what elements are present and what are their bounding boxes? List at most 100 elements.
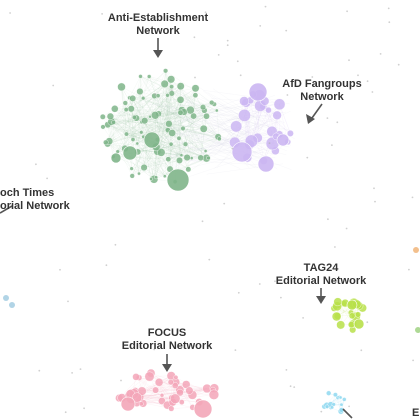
anti-edge (148, 76, 180, 161)
anti-edge (167, 110, 205, 131)
anti-edge (143, 110, 183, 168)
bridge-edge (177, 159, 268, 166)
isolate-node (264, 5, 267, 8)
anti-edge (148, 76, 180, 139)
anti-edge (170, 95, 196, 145)
anti-edge (112, 156, 169, 160)
isolate-node (201, 220, 204, 223)
isolate-node (286, 94, 289, 96)
anti-edge (139, 91, 180, 161)
arrowhead-focus (162, 364, 172, 372)
anti-node (179, 153, 184, 157)
isolate-node (223, 202, 226, 205)
isolate-node (217, 54, 220, 56)
isolate-node (320, 410, 323, 413)
bridge-edge (174, 92, 274, 156)
isolate-node (302, 317, 304, 319)
isolate-node (226, 39, 229, 42)
anti-edge (144, 111, 184, 121)
focus-edge (150, 372, 181, 393)
anti-edge (126, 129, 168, 135)
anti-node (111, 120, 116, 125)
anti-edge (143, 88, 196, 168)
isolate-node (285, 369, 288, 371)
anti-edge (154, 95, 162, 153)
anti-edge (155, 152, 162, 178)
focus-edge (150, 372, 181, 393)
anti-edge (107, 124, 172, 145)
anti-edge (110, 116, 171, 170)
anti-edge (140, 76, 191, 111)
anti-edge (185, 116, 194, 145)
anti-edge (155, 128, 204, 178)
anti-edge (182, 128, 220, 140)
anti-edge (168, 138, 220, 160)
anti-node (176, 96, 185, 104)
anti-edge (153, 70, 166, 180)
anti-edge (131, 86, 172, 177)
anti-node (129, 173, 135, 179)
anti-edge (178, 115, 194, 139)
bridge-edge (171, 121, 279, 159)
isolate-node (71, 372, 73, 374)
anti-edge (141, 115, 194, 123)
anti-edge (143, 88, 196, 168)
arrow-edge-e (342, 408, 353, 419)
anti-edge (151, 157, 207, 180)
arrowhead-tag24 (316, 296, 326, 304)
focus-edge (135, 390, 214, 395)
anti-edge (168, 123, 220, 140)
fragment-node (415, 327, 420, 333)
anti-edge (140, 76, 181, 87)
anti-edge (168, 111, 185, 160)
anti-edge (185, 138, 220, 145)
anti-edge (102, 111, 184, 118)
anti-edge (110, 116, 142, 133)
anti-edge (107, 143, 188, 158)
tag-node (347, 321, 355, 329)
bridge-edge (209, 126, 258, 148)
anti-edge (141, 93, 172, 123)
isolate-node (373, 187, 375, 190)
isolate-node (259, 25, 262, 27)
anti-edge (157, 139, 207, 159)
hub-node (231, 141, 253, 163)
anti-edge (186, 88, 196, 158)
afd-node (273, 98, 286, 111)
anti-edge (154, 95, 207, 159)
anti-edge (117, 108, 132, 152)
isolate-node (274, 280, 276, 283)
focus-edge (137, 387, 215, 398)
anti-edge (112, 95, 168, 157)
isolate-node (64, 411, 67, 414)
anti-node (216, 136, 222, 142)
isolate-node (46, 177, 48, 180)
focus-node (152, 386, 160, 394)
focus-node (178, 399, 185, 405)
anti-edge (126, 133, 207, 159)
anti-edge (112, 156, 169, 160)
anti-node (135, 141, 140, 146)
anti-node (214, 108, 219, 113)
anti-edge (141, 102, 212, 133)
anti-edge (142, 76, 150, 99)
anti-edge (157, 79, 172, 140)
anti-edge (131, 130, 169, 169)
focus-node (176, 388, 184, 397)
anti-edge (200, 107, 204, 158)
focus-node (132, 392, 143, 403)
anti-edge (185, 144, 201, 158)
anti-edge (171, 93, 192, 159)
afd-node (265, 106, 272, 114)
anti-node (180, 125, 186, 131)
anti-edge (183, 88, 196, 113)
arrowhead-anti-establishment (153, 50, 163, 58)
anti-node (165, 120, 173, 128)
anti-edge (134, 83, 165, 118)
cyan-node (338, 395, 343, 400)
anti-edge (107, 103, 215, 145)
anti-edge (180, 99, 204, 108)
anti-node (139, 130, 144, 135)
focus-node (167, 379, 174, 386)
isolate-node (79, 368, 82, 370)
